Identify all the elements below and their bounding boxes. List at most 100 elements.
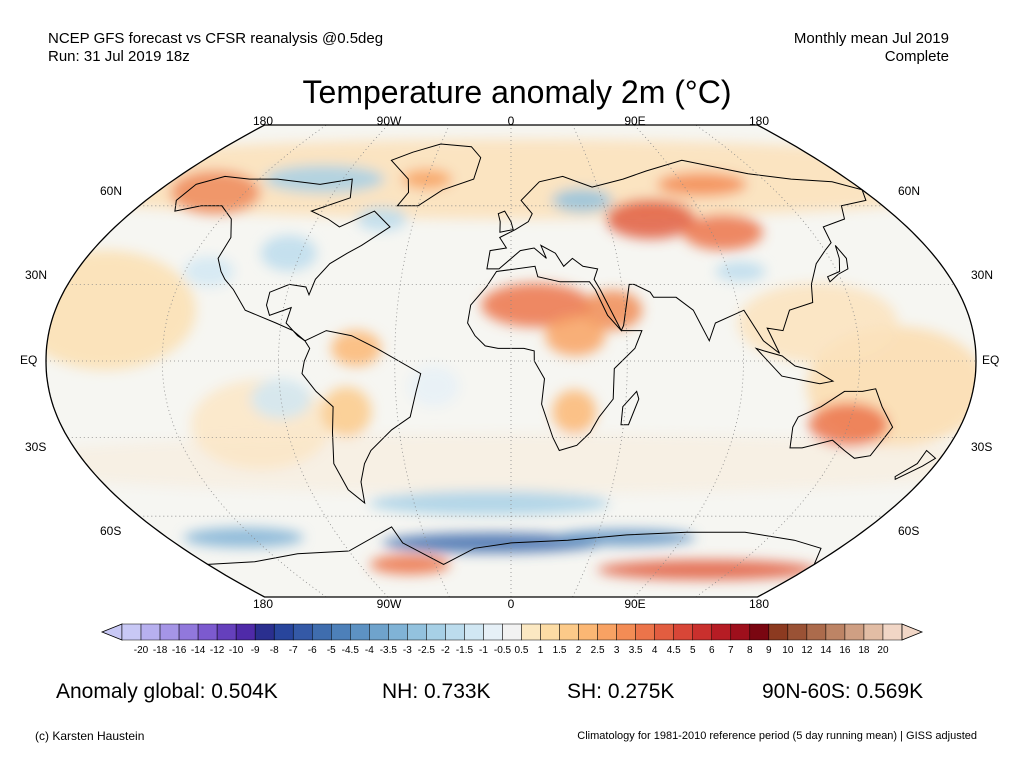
colorbar-swatch (597, 623, 617, 641)
colorbar-swatch (426, 623, 446, 641)
europe-asia-coastline (486, 159, 867, 354)
colorbar-swatch (464, 623, 484, 641)
anomaly-region (481, 283, 592, 328)
colorbar-tick-label: -7 (288, 645, 298, 656)
global-anomaly: Anomaly global: 0.504K (56, 680, 278, 703)
colorbar-swatch (178, 623, 199, 641)
colorbar-tick-label: -8 (269, 645, 279, 656)
colorbar-tick-label: -1.5 (455, 645, 474, 656)
lon-label-90e-bottom: 90E (624, 597, 646, 611)
colorbar-swatch (673, 623, 693, 641)
colorbar-swatch (311, 623, 332, 641)
anomaly-region (808, 402, 889, 447)
colorbar-tick-label: -18 (152, 645, 168, 656)
colorbar-tick-label: 10 (782, 645, 794, 656)
meridian-line (572, 125, 628, 597)
new-zealand-coastline (894, 449, 937, 481)
model-description: NCEP GFS forecast vs CFSR reanalysis @0.… (48, 30, 384, 47)
meridian-line (695, 125, 861, 597)
colorbar-swatch (254, 623, 275, 641)
colorbar-swatch (578, 623, 598, 641)
colorbar-tick-label: 12 (801, 645, 813, 656)
colorbar-tick-label: 20 (877, 645, 889, 656)
period-label: Monthly mean Jul 2019 (793, 30, 949, 47)
colorbar-swatch (711, 623, 732, 641)
colorbar-tick-label: 2.5 (590, 645, 605, 656)
graticule (46, 125, 976, 597)
lat-label-eq-left: EQ (20, 353, 38, 367)
anomaly-region (321, 386, 372, 437)
colorbar-tick-label: -3.5 (379, 645, 397, 656)
colorbar-tick-label: -3 (402, 645, 412, 656)
colorbar-swatch (882, 623, 903, 641)
colorbar-swatch (635, 623, 655, 641)
meridian-line (161, 125, 327, 597)
colorbar-swatch (216, 623, 237, 641)
colorbar-swatch (407, 623, 427, 641)
colorbar-swatch (121, 623, 142, 641)
colorbar-tick-label: -4.5 (341, 645, 359, 656)
lon-label-90e-top: 90E (624, 114, 646, 128)
anomaly-region (408, 366, 459, 407)
anomaly-region (551, 188, 612, 213)
lat-label-30n-right: 30N (971, 268, 994, 282)
colorbar-swatch (863, 623, 884, 641)
anomaly-region (382, 532, 603, 553)
australia-coastline (789, 388, 894, 459)
colorbar-tick-label: -6 (307, 645, 317, 656)
colorbar-labels: -20 -18 -16 -14 -12 -10 -9 -8 -7 -6 -5 -4.5 -4 -3.5 -3… (0, 645, 1024, 661)
coastlines (174, 143, 937, 565)
colorbar-tick-label: -5 (326, 645, 336, 656)
lon-label-180e-bottom: 180 (748, 597, 770, 611)
anomaly-region (545, 315, 606, 356)
colorbar-max-triangle (901, 623, 924, 641)
anomaly-region (264, 165, 385, 194)
colorbar-swatch (388, 623, 408, 641)
header-left: NCEP GFS forecast vs CFSR reanalysis @0.… (48, 30, 383, 66)
colorbar-swatch (235, 623, 256, 641)
colorbar-tick-label: 2 (575, 645, 582, 656)
arctic-anomaly: 90N-60S: 0.569K (762, 680, 924, 703)
uk-coastline (497, 210, 514, 233)
madagascar-coastline (620, 390, 640, 426)
colorbar-swatch (292, 623, 313, 641)
run-time: Run: 31 Jul 2019 18z (48, 48, 190, 65)
lat-label-eq-right: EQ (982, 353, 1000, 367)
colorbar-tick-label: 4 (651, 645, 658, 656)
lat-label-30s-right: 30S (971, 440, 993, 454)
colorbar-swatch (197, 623, 218, 641)
anomaly-field (46, 139, 976, 580)
colorbar-tick-label: 14 (820, 645, 832, 656)
colorbar-swatch (350, 623, 370, 641)
lat-label-30n-left: 30N (25, 268, 48, 282)
indonesia-coastline (754, 347, 835, 385)
lat-label-30s-left: 30S (25, 440, 47, 454)
colorbar-swatch (540, 623, 560, 641)
north-america-coastline (174, 175, 391, 342)
colorbar-tick-label: -2 (440, 645, 450, 656)
anomaly-region (605, 199, 696, 240)
colorbar-swatch (559, 623, 579, 641)
lon-label-180e-top: 180 (748, 114, 770, 128)
colorbar-swatch (331, 623, 351, 641)
colorbar-swatch (806, 623, 827, 641)
colorbar-swatch (521, 623, 541, 641)
japan-coastline (826, 245, 849, 283)
lon-label-90w-top: 90W (376, 114, 402, 128)
colorbar-min-triangle (100, 623, 123, 641)
lat-label-60s-left: 60S (100, 524, 122, 538)
colorbar-swatch (844, 623, 865, 641)
south-america-coastline (301, 330, 422, 505)
nh-anomaly: NH: 0.733K (382, 680, 491, 703)
greenland-coastline (390, 143, 482, 207)
colorbar-swatch (445, 623, 465, 641)
colorbar-swatch (654, 623, 674, 641)
colorbar-tick-label: -14 (190, 645, 206, 656)
colorbar-tick-label: -20 (133, 645, 149, 656)
anomaly-region (183, 256, 234, 287)
anomaly-region (401, 169, 452, 190)
anomaly-region (331, 330, 382, 367)
colorbar-swatch (502, 623, 522, 641)
anomaly-region (682, 214, 763, 251)
